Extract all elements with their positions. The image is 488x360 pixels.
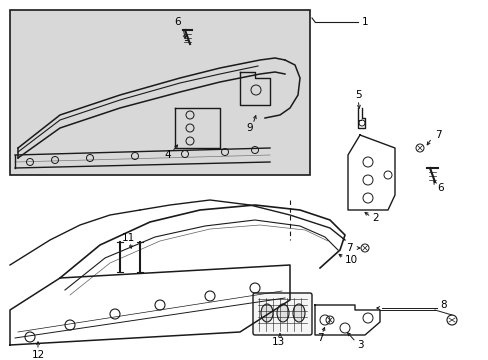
Text: 2: 2 xyxy=(371,213,378,223)
Text: 12: 12 xyxy=(31,350,44,360)
Text: 1: 1 xyxy=(361,17,368,27)
Ellipse shape xyxy=(261,304,272,322)
Text: 13: 13 xyxy=(271,337,284,347)
Text: 7: 7 xyxy=(434,130,441,140)
Text: 7: 7 xyxy=(316,333,323,343)
Bar xyxy=(10,10,309,175)
Text: 5: 5 xyxy=(354,90,361,100)
Text: 9: 9 xyxy=(246,123,253,133)
Text: 6: 6 xyxy=(174,17,181,27)
Text: 10: 10 xyxy=(345,255,357,265)
Ellipse shape xyxy=(292,304,305,322)
Text: 4: 4 xyxy=(164,150,171,160)
Text: 7: 7 xyxy=(346,243,352,253)
Text: 3: 3 xyxy=(356,340,363,350)
Ellipse shape xyxy=(276,304,288,322)
FancyBboxPatch shape xyxy=(252,293,311,335)
Text: 6: 6 xyxy=(436,183,443,193)
Text: 11: 11 xyxy=(121,233,134,243)
Text: 8: 8 xyxy=(439,300,446,310)
